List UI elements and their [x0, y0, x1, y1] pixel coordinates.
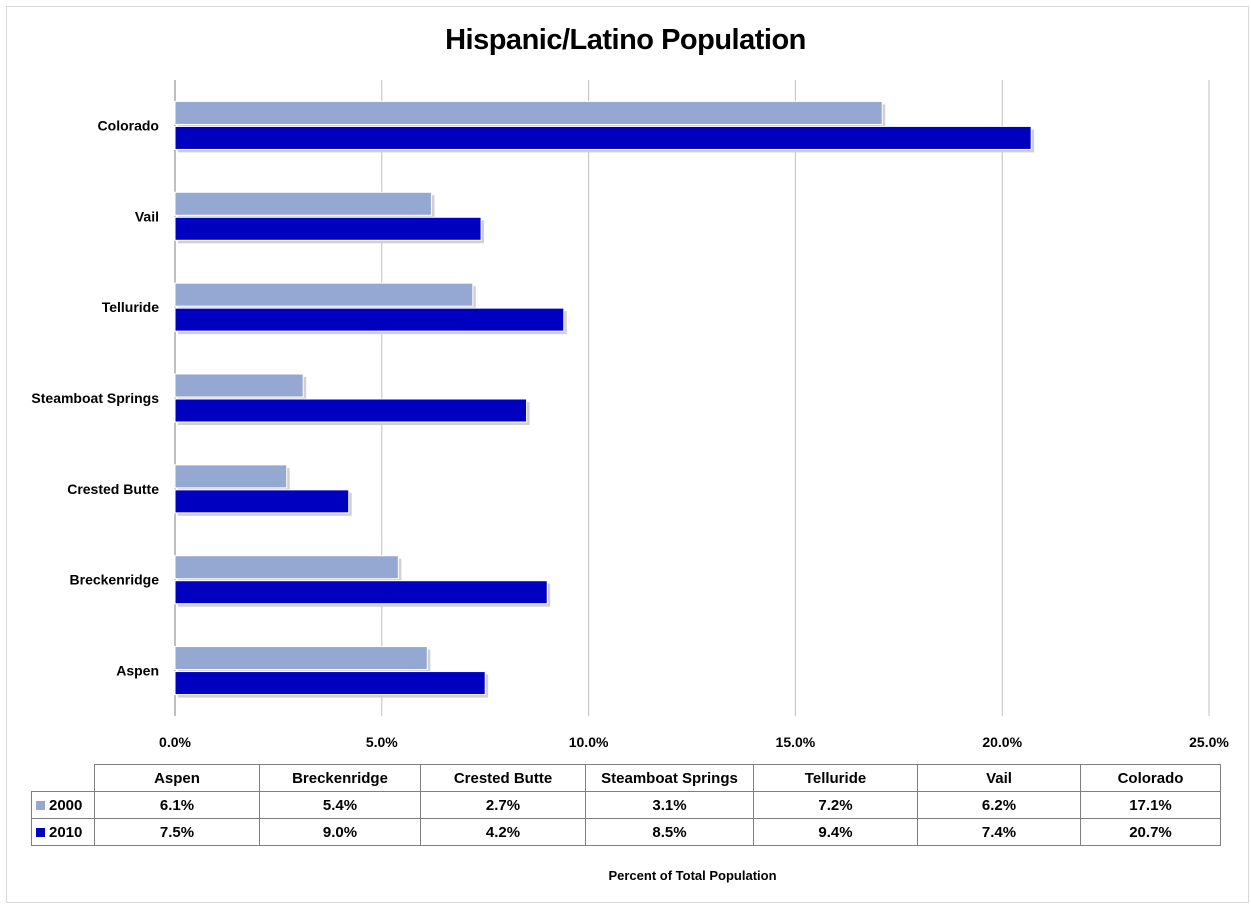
- bar-2000-breckenridge: [174, 555, 399, 580]
- table-corner-cell: [31, 764, 95, 792]
- table-value-cell: 20.7%: [1080, 818, 1221, 846]
- legend-swatch: [36, 800, 45, 810]
- bar-2010-vail: [174, 216, 482, 241]
- table-header-cell: Colorado: [1080, 764, 1221, 792]
- table-row: 2000 6.1% 5.4% 2.7% 3.1% 7.2% 6.2% 17.1%: [31, 791, 1221, 819]
- category-label: Steamboat Springs: [31, 390, 159, 406]
- bar-2010-aspen: [174, 671, 486, 696]
- table-header-cell: Crested Butte: [420, 764, 586, 792]
- bar-2010-colorado: [174, 125, 1032, 150]
- table-value-cell: 7.4%: [917, 818, 1081, 846]
- table-value-cell: 8.5%: [585, 818, 754, 846]
- category-label: Aspen: [116, 663, 159, 679]
- table-value-cell: 7.5%: [94, 818, 260, 846]
- table-value-cell: 3.1%: [585, 791, 754, 819]
- x-tick-label: 20.0%: [982, 734, 1022, 750]
- category-label: Telluride: [102, 299, 160, 315]
- legend-series-name: 2000: [49, 796, 83, 814]
- table-header-cell: Breckenridge: [259, 764, 421, 792]
- category-label: Vail: [135, 208, 159, 224]
- table-row: 2010 7.5% 9.0% 4.2% 8.5% 9.4% 7.4% 20.7%: [31, 818, 1221, 846]
- chart-frame: [6, 6, 1249, 903]
- legend-series-name: 2010: [49, 823, 83, 841]
- data-table: Aspen Breckenridge Crested Butte Steamboat …: [31, 764, 1221, 846]
- x-tick-label: 10.0%: [569, 734, 609, 750]
- table-value-cell: 5.4%: [259, 791, 421, 819]
- bar-2000-crested-butte: [174, 464, 288, 489]
- data-table-body: Aspen Breckenridge Crested Butte Steamboat …: [31, 764, 1221, 846]
- x-tick-label: 25.0%: [1189, 734, 1229, 750]
- bar-chart-plot: Aspen Breckenridge Crested Butte Steamboat …: [31, 80, 1229, 750]
- table-header-cell: Telluride: [753, 764, 918, 792]
- category-label: Crested Butte: [67, 481, 159, 497]
- category-label: Breckenridge: [70, 572, 160, 588]
- chart-title: Hispanic/Latino Population: [445, 24, 806, 56]
- x-tick-label: 5.0%: [366, 734, 398, 750]
- bar-2010-telluride: [174, 307, 565, 332]
- table-value-cell: 17.1%: [1080, 791, 1221, 819]
- table-value-cell: 6.2%: [917, 791, 1081, 819]
- table-header-cell: Vail: [917, 764, 1081, 792]
- bar-2010-crested-butte: [174, 489, 350, 514]
- table-value-cell: 4.2%: [420, 818, 586, 846]
- legend-series-cell: 2010: [31, 818, 95, 846]
- bar-2010-breckenridge: [174, 580, 548, 605]
- table-value-cell: 9.0%: [259, 818, 421, 846]
- bar-2010-steamboat-springs: [174, 398, 528, 423]
- x-tick-label: 0.0%: [159, 734, 191, 750]
- bar-2000-steamboat-springs: [174, 373, 304, 398]
- table-value-cell: 2.7%: [420, 791, 586, 819]
- table-header-row: Aspen Breckenridge Crested Butte Steamboat …: [31, 764, 1221, 792]
- bar-2000-vail: [174, 191, 432, 216]
- bar-2000-colorado: [174, 100, 883, 125]
- table-header-cell: Steamboat Springs: [585, 764, 754, 792]
- bar-2000-aspen: [174, 646, 428, 671]
- x-tick-label: 15.0%: [776, 734, 816, 750]
- legend-swatch: [36, 827, 45, 837]
- table-header-cell: Aspen: [94, 764, 260, 792]
- bar-2000-telluride: [174, 282, 474, 307]
- x-axis-title: Percent of Total Population: [608, 868, 777, 883]
- table-value-cell: 9.4%: [753, 818, 918, 846]
- table-value-cell: 6.1%: [94, 791, 260, 819]
- legend-series-cell: 2000: [31, 791, 95, 819]
- category-label: Colorado: [98, 117, 159, 133]
- table-value-cell: 7.2%: [753, 791, 918, 819]
